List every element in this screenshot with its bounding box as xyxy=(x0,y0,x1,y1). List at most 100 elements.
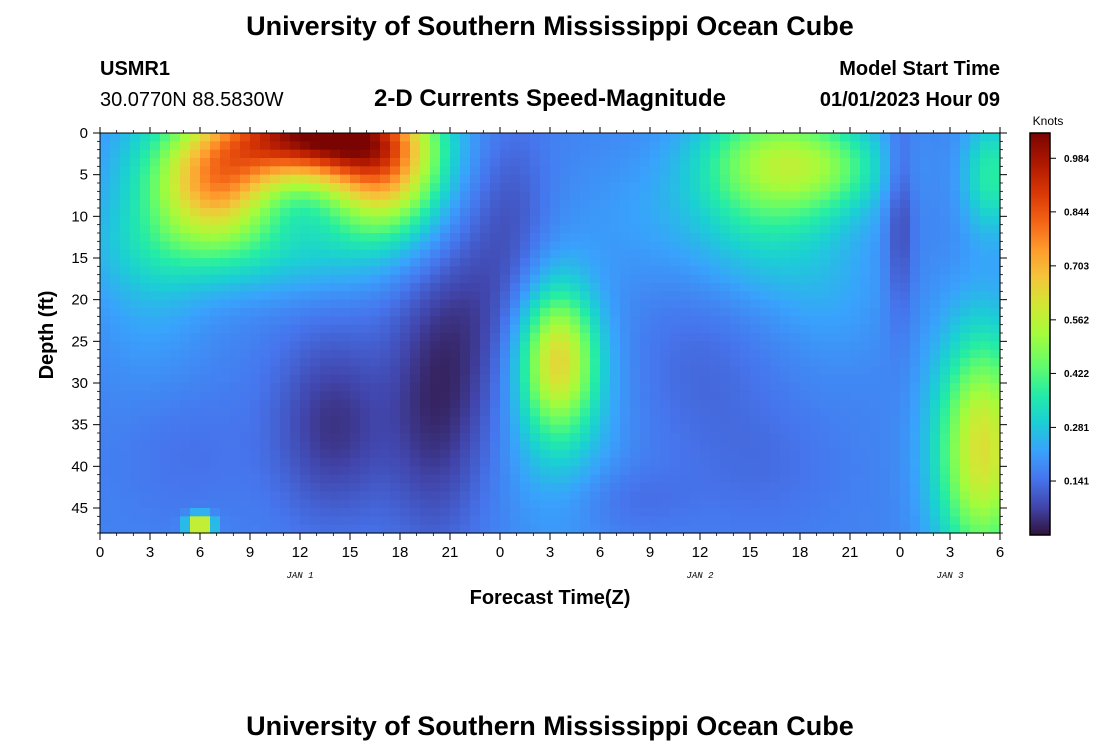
heatmap-cell xyxy=(230,433,241,442)
heatmap-cell xyxy=(990,299,1001,309)
heatmap-cell xyxy=(420,208,431,217)
heatmap-cell xyxy=(400,408,411,417)
heatmap-cell xyxy=(380,366,391,376)
heatmap-cell xyxy=(660,366,671,376)
heatmap-cell xyxy=(120,241,131,251)
heatmap-cell xyxy=(580,449,591,459)
heatmap-cell xyxy=(100,499,111,509)
heatmap-cell xyxy=(760,233,771,242)
heatmap-cell xyxy=(180,383,191,392)
heatmap-cell xyxy=(920,499,931,509)
heatmap-cell xyxy=(370,266,381,276)
heatmap-cell xyxy=(980,258,991,267)
heatmap-cell xyxy=(730,141,741,151)
heatmap-cell xyxy=(620,383,631,392)
heatmap-cell xyxy=(770,408,781,417)
heatmap-cell xyxy=(310,241,321,251)
heatmap-cell xyxy=(760,133,771,142)
heatmap-cell xyxy=(480,216,491,226)
heatmap-cell xyxy=(240,424,251,434)
heatmap-cell xyxy=(700,299,711,309)
heatmap-cell xyxy=(370,291,381,301)
heatmap-cell xyxy=(500,424,511,434)
heatmap-cell xyxy=(120,191,131,201)
heatmap-cell xyxy=(880,224,891,234)
heatmap-cell xyxy=(460,524,471,534)
heatmap-cell xyxy=(630,433,641,442)
heatmap-cell xyxy=(870,258,881,267)
heatmap-cell xyxy=(190,283,201,292)
heatmap-cell xyxy=(590,474,601,484)
heatmap-cell xyxy=(680,524,691,534)
heatmap-cell xyxy=(980,241,991,251)
heatmap-cell xyxy=(190,199,201,209)
heatmap-cell xyxy=(200,233,211,242)
heatmap-cell xyxy=(960,399,971,409)
heatmap-cell xyxy=(570,449,581,459)
heatmap-cell xyxy=(830,499,841,509)
heatmap-cell xyxy=(960,233,971,242)
heatmap-cell xyxy=(710,358,721,367)
heatmap-cell xyxy=(440,358,451,367)
heatmap-cell xyxy=(920,458,931,467)
heatmap-cell xyxy=(400,474,411,484)
heatmap-cell xyxy=(310,516,321,526)
heatmap-cell xyxy=(290,216,301,226)
heatmap-cell xyxy=(150,174,161,184)
heatmap-cell xyxy=(910,433,921,442)
heatmap-cell xyxy=(550,366,561,376)
heatmap-cell xyxy=(710,474,721,484)
heatmap-cell xyxy=(970,449,981,459)
heatmap-cell xyxy=(300,274,311,284)
heatmap-cell xyxy=(950,241,961,251)
heatmap-cell xyxy=(180,308,191,317)
heatmap-cell xyxy=(550,274,561,284)
heatmap-cell xyxy=(570,174,581,184)
heatmap-cell xyxy=(680,474,691,484)
heatmap-cell xyxy=(420,141,431,151)
heatmap-cell xyxy=(130,324,141,334)
heatmap-cell xyxy=(780,341,791,351)
heatmap-cell xyxy=(830,474,841,484)
heatmap-cell xyxy=(760,266,771,276)
heatmap-cell xyxy=(970,249,981,259)
heatmap-cell xyxy=(920,308,931,317)
heatmap-cell xyxy=(350,524,361,534)
heatmap-cell xyxy=(740,524,751,534)
heatmap-cell xyxy=(700,191,711,201)
heatmap-cell xyxy=(140,283,151,292)
heatmap-cell xyxy=(470,483,481,492)
heatmap-cell xyxy=(230,216,241,226)
heatmap-cell xyxy=(470,258,481,267)
heatmap-cell xyxy=(120,291,131,301)
heatmap-cell xyxy=(260,524,271,534)
heatmap-cell xyxy=(230,441,241,451)
heatmap-cell xyxy=(770,191,781,201)
heatmap-cell xyxy=(550,166,561,176)
heatmap-cell xyxy=(360,274,371,284)
heatmap-cell xyxy=(830,183,841,192)
heatmap-cell xyxy=(380,316,391,326)
heatmap-cell xyxy=(620,399,631,409)
heatmap-cell xyxy=(670,158,681,167)
heatmap-cell xyxy=(760,383,771,392)
x-tick-label: 6 xyxy=(996,544,1004,561)
heatmap-cell xyxy=(490,258,501,267)
heatmap-cell xyxy=(600,508,611,517)
heatmap-cell xyxy=(780,274,791,284)
heatmap-cell xyxy=(200,174,211,184)
heatmap-cell xyxy=(100,149,111,159)
heatmap-cell xyxy=(250,133,261,142)
heatmap-cell xyxy=(300,399,311,409)
heatmap-cell xyxy=(700,374,711,384)
heatmap-cell xyxy=(780,191,791,201)
heatmap-cell xyxy=(770,208,781,217)
heatmap-cell xyxy=(290,383,301,392)
heatmap-cell xyxy=(170,249,181,259)
heatmap-cell xyxy=(270,458,281,467)
heatmap-cell xyxy=(200,408,211,417)
heatmap-cell xyxy=(940,166,951,176)
heatmap-cell xyxy=(560,274,571,284)
heatmap-cell xyxy=(540,524,551,534)
heatmap-cell xyxy=(720,283,731,292)
